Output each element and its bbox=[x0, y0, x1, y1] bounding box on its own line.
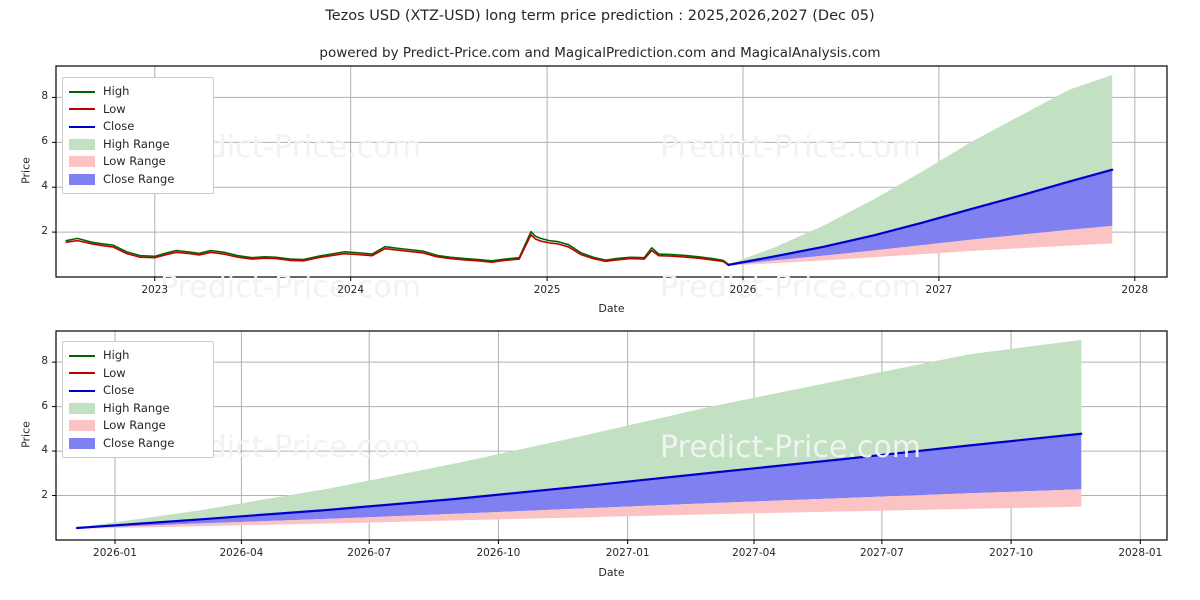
legend-item-label: Low Range bbox=[103, 154, 166, 168]
watermark-text: Predict-Price.com bbox=[660, 430, 921, 465]
x-tick-label: 2027-04 bbox=[732, 547, 776, 559]
band-high-range bbox=[77, 339, 1082, 528]
x-tick-label: 2027-10 bbox=[989, 547, 1034, 559]
x-tick-label: 2027-07 bbox=[859, 547, 904, 559]
y-tick-label: 8 bbox=[41, 90, 48, 103]
series-line-low bbox=[65, 234, 730, 267]
band-close-range bbox=[77, 433, 1082, 529]
legend-item-label: Close Range bbox=[103, 435, 175, 450]
legend-line-swatch bbox=[69, 108, 95, 111]
x-axis-label: Date bbox=[598, 566, 625, 579]
x-axis-label: Date bbox=[598, 302, 625, 315]
y-tick-label: 2 bbox=[41, 488, 48, 501]
legend-line-swatch bbox=[69, 90, 95, 93]
legend-item-label: High Range bbox=[103, 400, 170, 415]
legend-item-close-range[interactable]: Close Range bbox=[69, 435, 205, 453]
legend-item-label: Close bbox=[103, 119, 135, 133]
y-axis-label: Price bbox=[19, 156, 33, 184]
y-tick-label: 2 bbox=[41, 225, 48, 238]
legend-line-swatch bbox=[69, 372, 95, 375]
chart-legend: High Low Close High Range Low Range Close Ran… bbox=[62, 77, 214, 194]
x-tick-label: 2025 bbox=[533, 284, 561, 296]
legend-item-high-range[interactable]: High Range bbox=[69, 400, 205, 418]
legend-patch-swatch bbox=[69, 437, 95, 449]
legend-item-label: High bbox=[103, 84, 130, 98]
legend-item-low[interactable]: Low bbox=[69, 101, 205, 119]
legend-item-low-range[interactable]: Low Range bbox=[69, 417, 205, 435]
legend-item-high[interactable]: High bbox=[69, 347, 205, 365]
band-high-range bbox=[728, 74, 1113, 265]
legend-item-label: Low bbox=[103, 365, 126, 380]
legend-patch-swatch bbox=[69, 402, 95, 414]
y-tick-label: 4 bbox=[41, 180, 48, 193]
band-close-range bbox=[728, 169, 1113, 266]
legend-patch-swatch bbox=[69, 173, 95, 185]
x-tick-label: 2023 bbox=[141, 284, 169, 296]
legend-line-swatch bbox=[69, 125, 95, 128]
x-tick-label: 2026-04 bbox=[219, 547, 264, 559]
x-tick-label: 2027 bbox=[925, 284, 953, 296]
legend-item-label: Low bbox=[103, 101, 126, 116]
legend-patch-swatch bbox=[69, 420, 95, 432]
legend-item-label: High Range bbox=[103, 136, 170, 151]
legend-item-label: Close bbox=[103, 383, 135, 397]
band-low-range bbox=[77, 489, 1082, 529]
series-line-high bbox=[65, 230, 730, 266]
legend-line-swatch bbox=[69, 354, 95, 357]
page-subtitle: powered by Predict-Price.com and Magical… bbox=[319, 45, 881, 61]
x-tick-label: 2027-01 bbox=[605, 547, 650, 559]
x-tick-label: 2026 bbox=[729, 284, 757, 296]
band-low-range bbox=[728, 225, 1113, 266]
legend-item-close[interactable]: Close bbox=[69, 382, 205, 400]
legend-patch-swatch bbox=[69, 138, 95, 150]
legend-item-low[interactable]: Low bbox=[69, 365, 205, 383]
chart-legend: High Low Close High Range Low Range Close Ran… bbox=[62, 341, 214, 458]
x-tick-label: 2026-01 bbox=[93, 547, 137, 559]
x-tick-label: 2026-10 bbox=[476, 547, 521, 559]
y-tick-label: 6 bbox=[41, 399, 48, 412]
x-tick-label: 2028 bbox=[1121, 284, 1149, 296]
y-tick-label: 8 bbox=[41, 355, 48, 368]
legend-item-label: Low Range bbox=[103, 418, 166, 432]
page-title: Tezos USD (XTZ-USD) long term price pred… bbox=[325, 8, 875, 24]
legend-item-close[interactable]: Close bbox=[69, 118, 205, 136]
legend-patch-swatch bbox=[69, 156, 95, 168]
series-line-close bbox=[75, 432, 1083, 530]
legend-item-high-range[interactable]: High Range bbox=[69, 136, 205, 154]
series-line-close bbox=[727, 168, 1114, 266]
y-axis-label: Price bbox=[19, 420, 33, 448]
watermark-text: Predict-Price.com bbox=[660, 130, 921, 165]
legend-item-label: High bbox=[103, 348, 130, 362]
legend-item-high[interactable]: High bbox=[69, 83, 205, 101]
legend-item-close-range[interactable]: Close Range bbox=[69, 171, 205, 189]
legend-item-low-range[interactable]: Low Range bbox=[69, 153, 205, 171]
x-tick-label: 2024 bbox=[337, 284, 365, 296]
y-tick-label: 4 bbox=[41, 444, 48, 457]
x-tick-label: 2028-01 bbox=[1118, 547, 1163, 559]
x-tick-label: 2026-07 bbox=[347, 547, 392, 559]
y-tick-label: 6 bbox=[41, 135, 48, 148]
legend-item-label: Close Range bbox=[103, 171, 175, 186]
legend-line-swatch bbox=[69, 389, 95, 392]
